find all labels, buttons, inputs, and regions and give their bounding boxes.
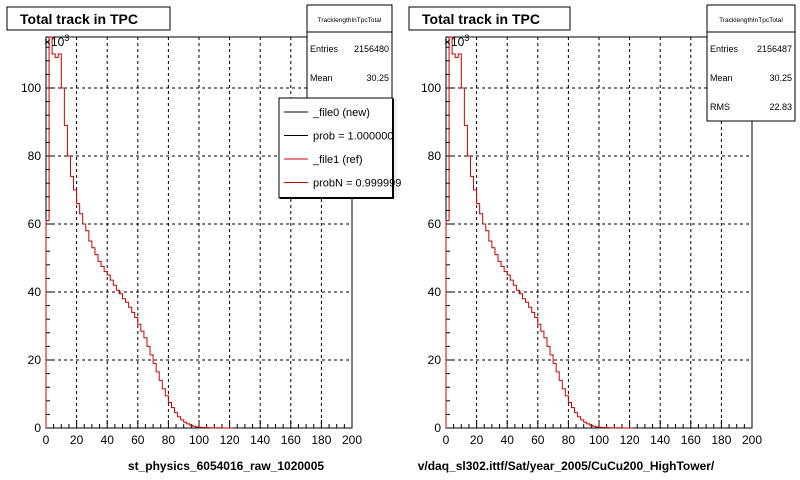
- x-tick-label: 100: [189, 433, 209, 447]
- x-tick-label: 200: [742, 433, 762, 447]
- stats-name: TracklengthInTpcTotal: [719, 17, 783, 24]
- legend-entry-label: _file0 (new): [312, 107, 370, 119]
- y-axis-multiplier-base: ×10: [444, 35, 465, 49]
- stats-value: 30.25: [366, 73, 389, 83]
- stats-label: Entries: [710, 44, 739, 54]
- x-tick-label: 140: [650, 433, 670, 447]
- stats-name: TracklengthInTpcTotal: [318, 17, 382, 24]
- legend-entry-label: _file1 (ref): [312, 154, 363, 166]
- y-tick-label: 20: [28, 353, 42, 367]
- histogram-series-line: [445, 36, 633, 429]
- x-tick-label: 80: [162, 433, 176, 447]
- y-tick-label: 80: [428, 149, 442, 163]
- x-tick-label: 100: [589, 433, 609, 447]
- stats-value: 22.83: [769, 102, 792, 112]
- stats-value: 30.25: [769, 73, 792, 83]
- stats-label: RMS: [710, 102, 730, 112]
- y-tick-label: 60: [28, 217, 42, 231]
- y-tick-label: 40: [428, 285, 442, 299]
- histogram-series-line: [45, 36, 233, 429]
- y-axis-multiplier: ×103: [444, 33, 469, 49]
- x-tick-label: 20: [470, 433, 484, 447]
- x-tick-label: 180: [311, 433, 331, 447]
- x-tick-label: 180: [711, 433, 731, 447]
- y-axis-multiplier-exponent: 3: [464, 33, 469, 43]
- x-tick-label: 60: [131, 433, 145, 447]
- legend-entry-label: prob = 1.000000: [313, 131, 393, 143]
- x-tick-label: 140: [250, 433, 270, 447]
- stats-label: Entries: [310, 44, 339, 54]
- y-axis-multiplier-exponent: 3: [64, 33, 69, 43]
- x-tick-label: 120: [220, 433, 240, 447]
- x-tick-label: 80: [562, 433, 576, 447]
- stats-value: 2156480: [354, 44, 389, 54]
- legend-box: [278, 97, 394, 199]
- title-box: [6, 6, 171, 31]
- x-tick-label: 40: [501, 433, 515, 447]
- x-tick-label: 20: [70, 433, 84, 447]
- stats-box: [306, 4, 393, 100]
- y-axis-multiplier: ×103: [44, 33, 69, 49]
- stats-value: 2156487: [757, 44, 792, 54]
- x-tick-label: 0: [443, 433, 450, 447]
- y-axis-multiplier-base: ×10: [44, 35, 65, 49]
- stats-label: Mean: [310, 73, 333, 83]
- y-tick-label: 0: [34, 421, 41, 435]
- x-tick-label: 0: [43, 433, 50, 447]
- x-tick-label: 120: [620, 433, 640, 447]
- x-axis-label: v/daq_sl302.ittf/Sat/year_2005/CuCu200_H…: [418, 459, 715, 473]
- chart-title: Total track in TPC: [20, 11, 138, 27]
- y-tick-label: 80: [28, 149, 42, 163]
- title-box: [408, 6, 571, 31]
- x-tick-label: 200: [342, 433, 362, 447]
- stats-label: Mean: [710, 73, 733, 83]
- x-tick-label: 60: [531, 433, 545, 447]
- y-tick-label: 60: [428, 217, 442, 231]
- legend-entry-label: probN = 0.999999: [313, 178, 401, 190]
- y-tick-label: 100: [421, 81, 441, 95]
- x-tick-label: 160: [681, 433, 701, 447]
- y-tick-label: 0: [434, 421, 441, 435]
- x-tick-label: 160: [281, 433, 301, 447]
- chart-title: Total track in TPC: [422, 11, 540, 27]
- y-tick-label: 100: [21, 81, 41, 95]
- stats-box: [706, 4, 796, 122]
- y-tick-label: 40: [28, 285, 42, 299]
- x-tick-label: 40: [101, 433, 115, 447]
- y-tick-label: 20: [428, 353, 442, 367]
- x-axis-label: st_physics_6054016_raw_1020005: [128, 459, 324, 473]
